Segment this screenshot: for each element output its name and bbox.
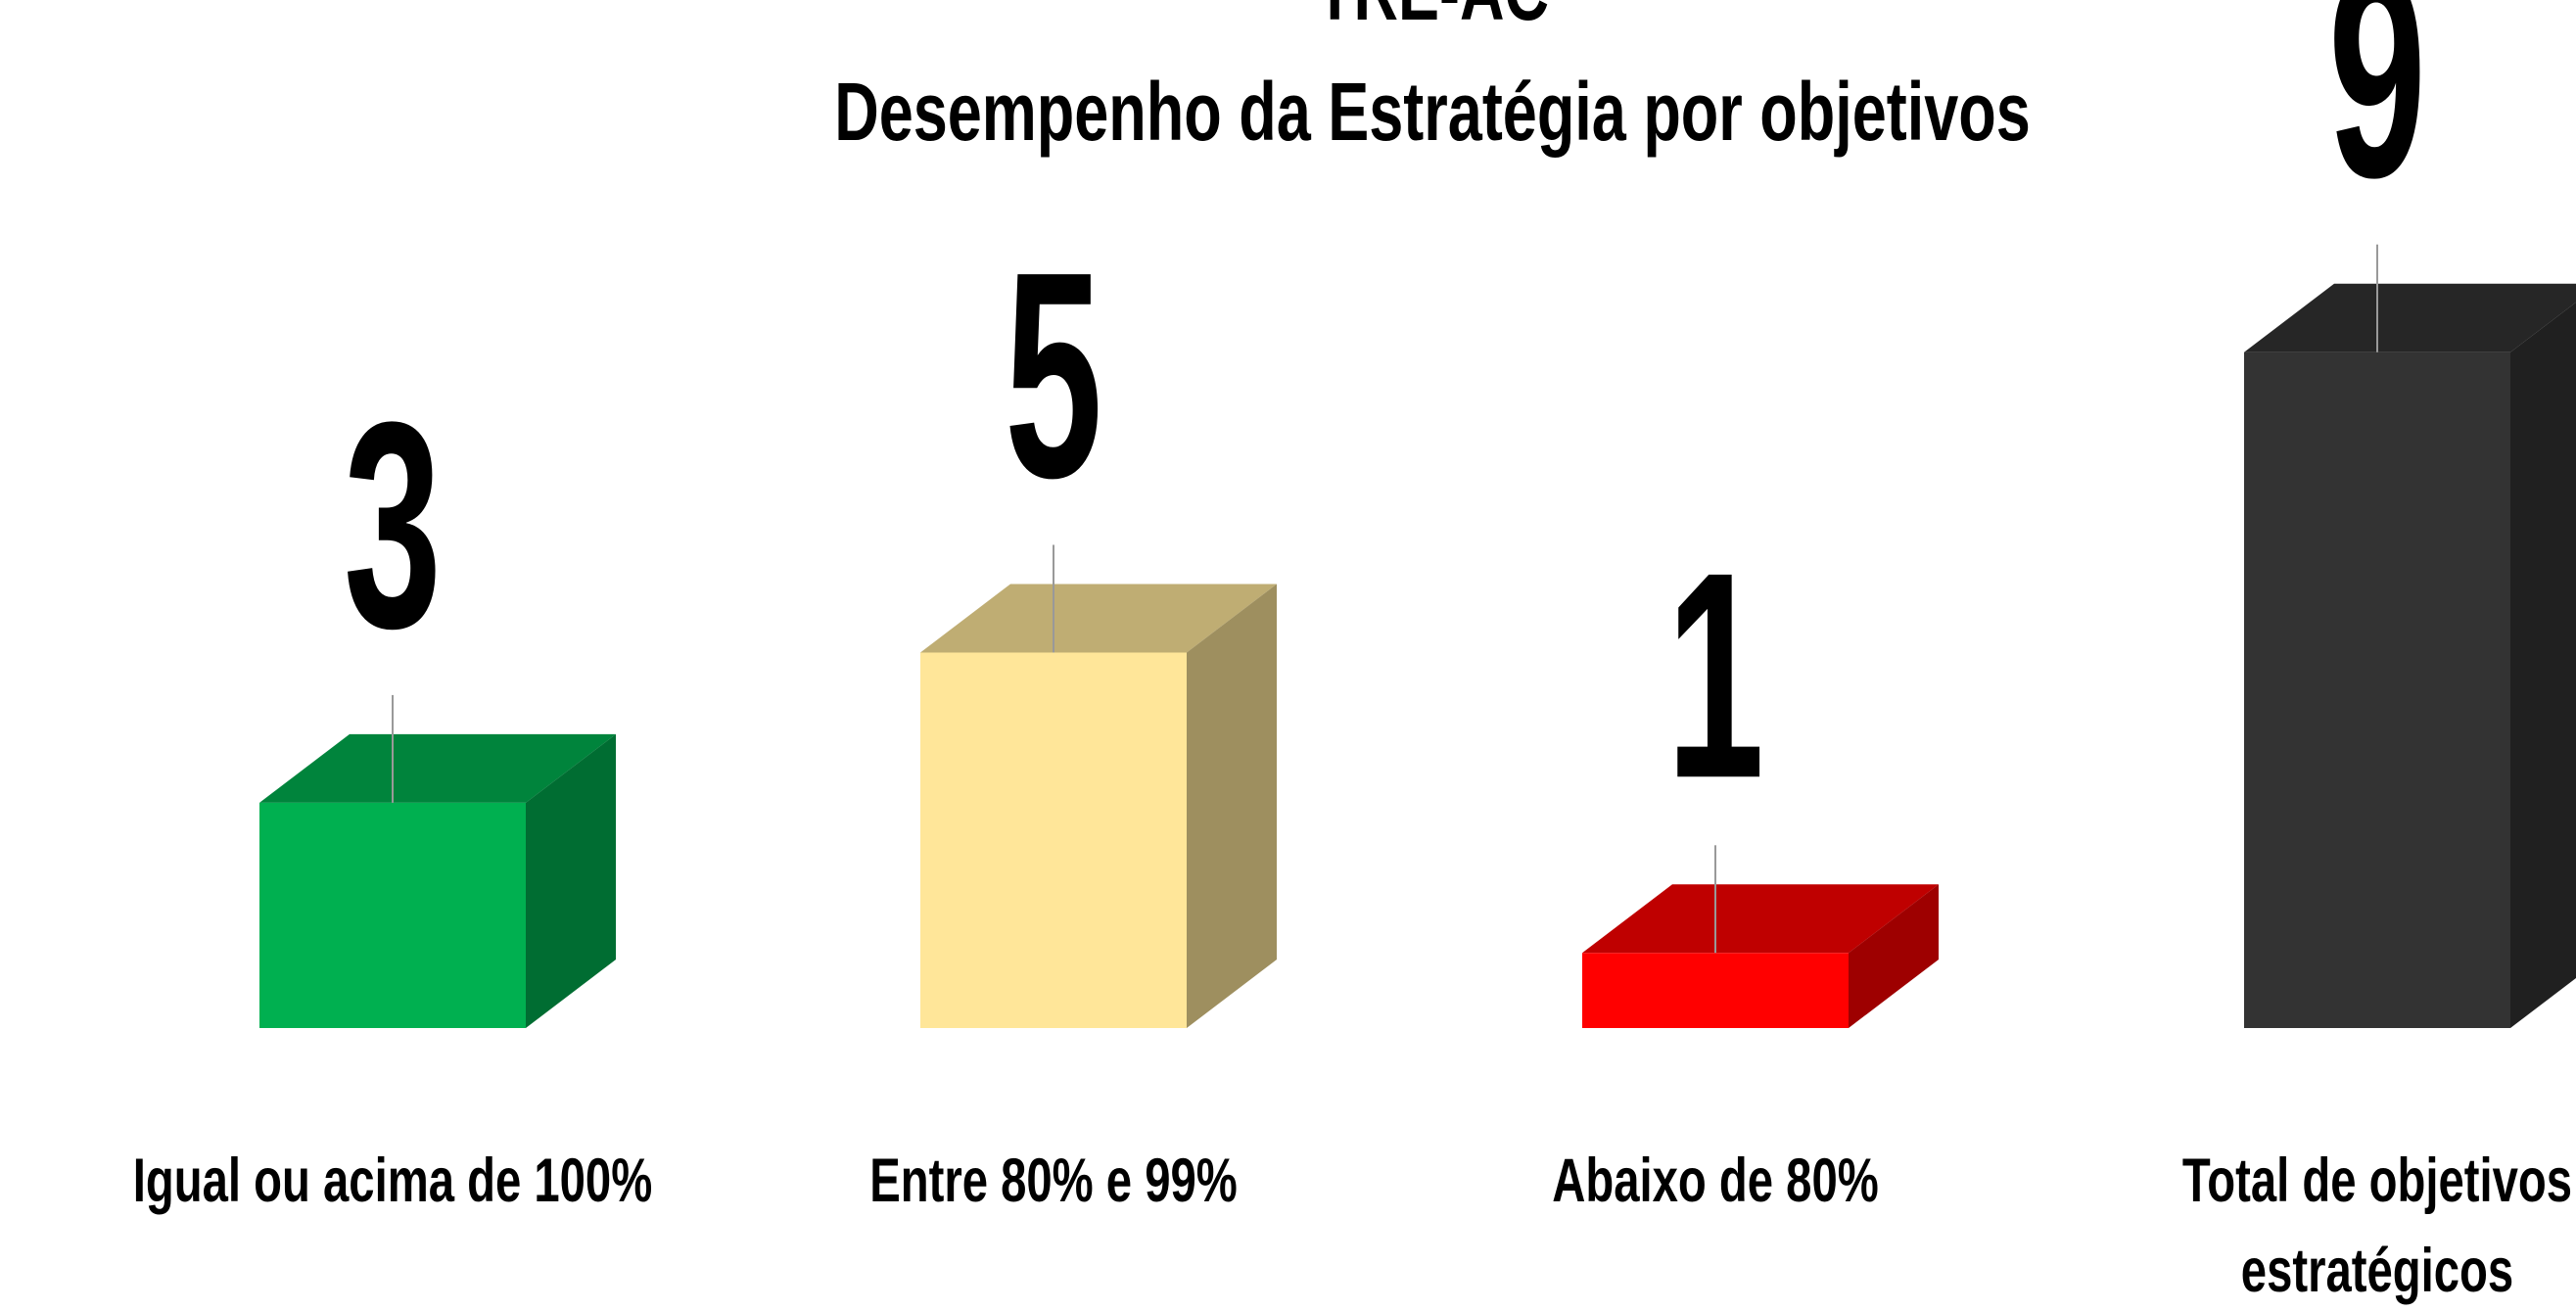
x-tick-label: Abaixo de 80% — [1552, 1147, 1879, 1215]
bar-top — [1582, 884, 1939, 954]
bar — [920, 584, 1277, 1028]
bar-top — [920, 584, 1277, 653]
chart-subtitle: Desempenho da Estratégia por objetivos — [834, 66, 2031, 158]
x-tick-label: Total de objetivos estratégicos — [2181, 1147, 2573, 1305]
x-tick-label: Igual ou acima de 100% — [132, 1147, 653, 1215]
x-tick-label: Entre 80% e 99% — [869, 1147, 1238, 1215]
bar-front — [1582, 953, 1849, 1028]
bar — [259, 733, 616, 1028]
bar — [2244, 283, 2576, 1028]
bar-side — [1187, 584, 1277, 1028]
bar-side — [2510, 302, 2576, 1028]
bar-front — [920, 652, 1187, 1028]
bar — [1582, 884, 1939, 1028]
chart-title: TRE-AC — [1316, 0, 1549, 37]
value-label: 1 — [1666, 512, 1764, 840]
bar-top — [2244, 283, 2576, 352]
value-label: 5 — [1005, 211, 1102, 539]
value-label: 3 — [344, 361, 442, 689]
bar-top — [259, 733, 616, 803]
value-label: 9 — [2328, 0, 2426, 239]
bar-front — [2244, 351, 2510, 1028]
bar-side — [526, 733, 616, 1028]
bar-side — [1849, 884, 1939, 1028]
bar-front — [259, 802, 526, 1028]
